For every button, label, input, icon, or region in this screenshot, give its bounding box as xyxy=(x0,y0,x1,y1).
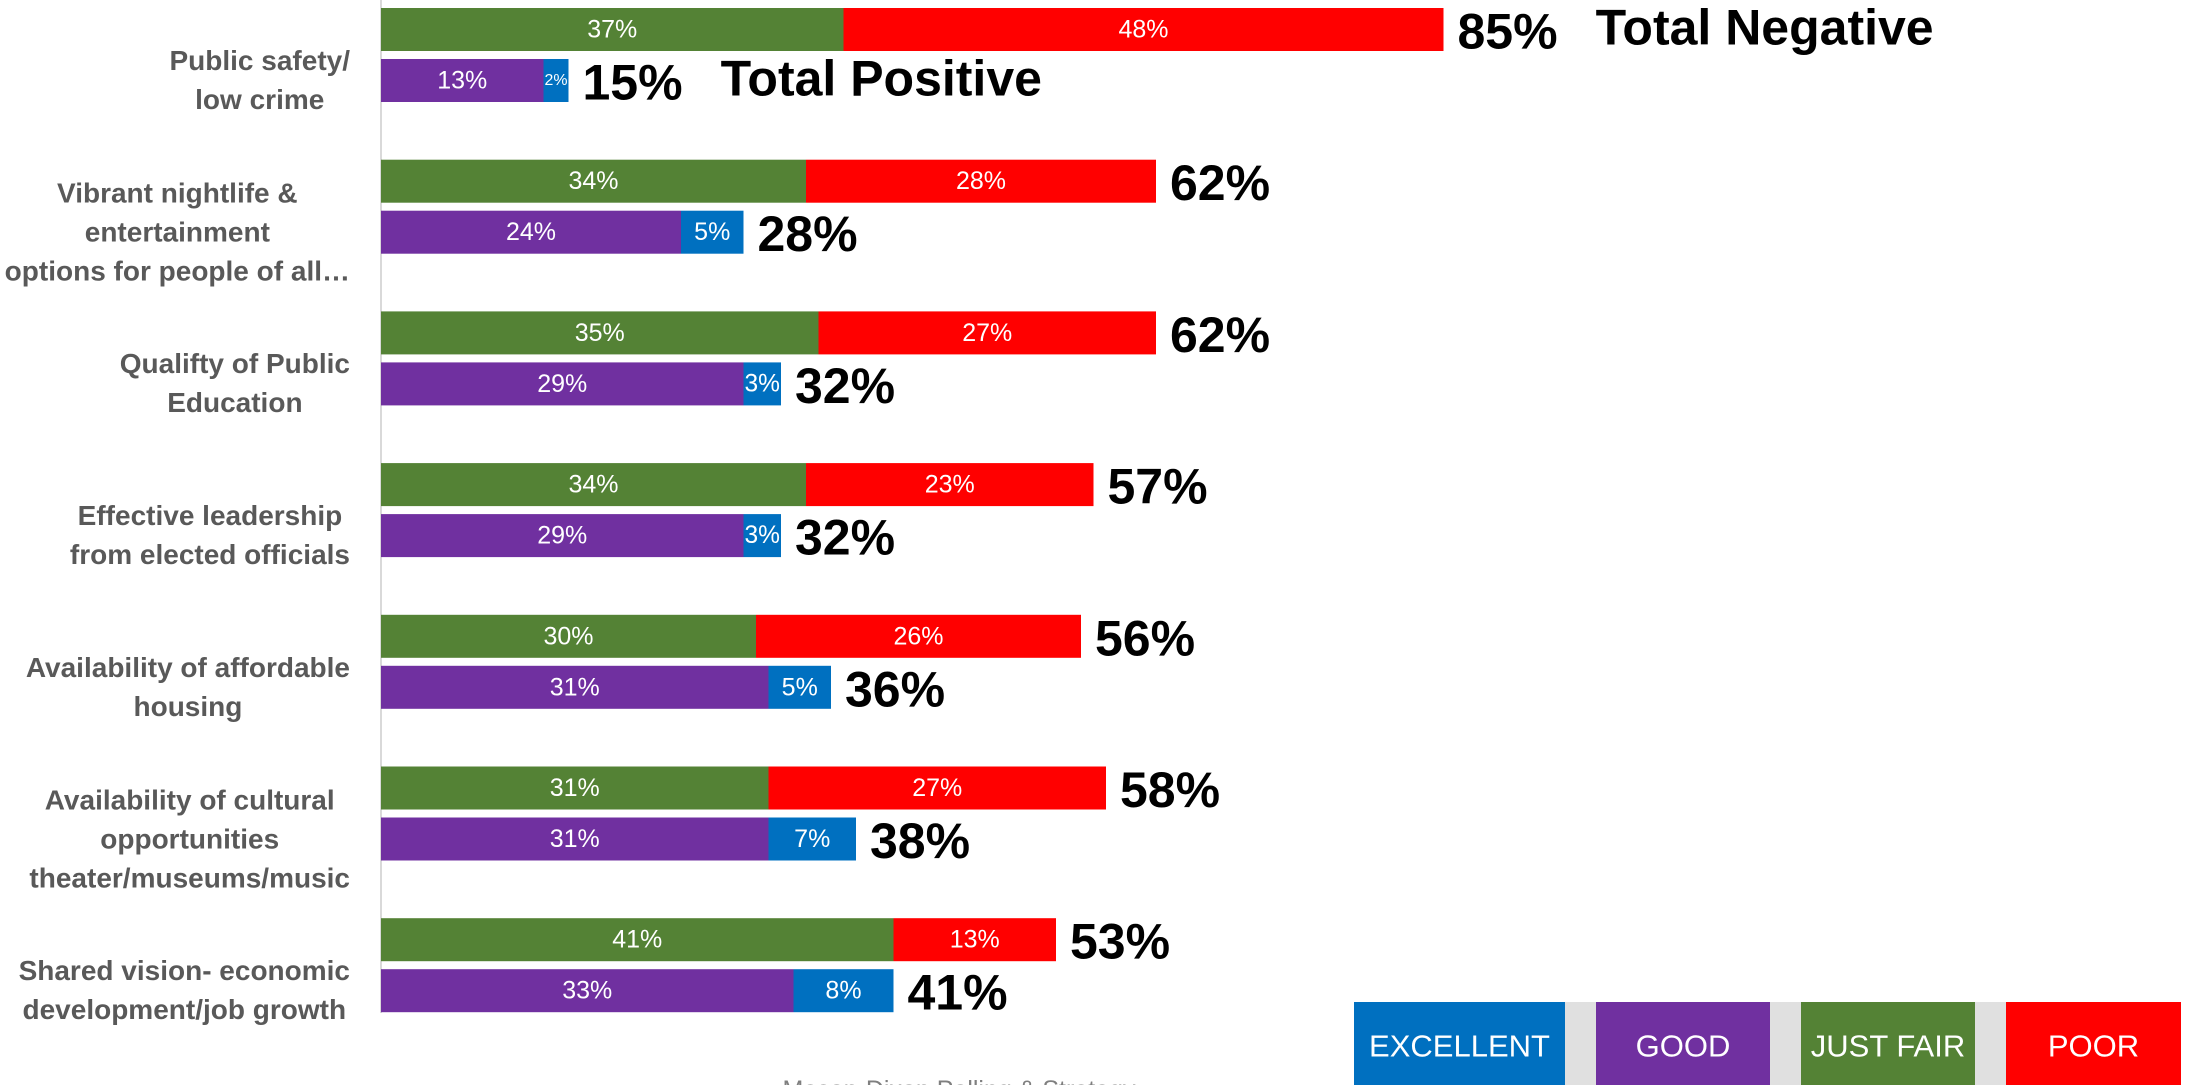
legend-swatch xyxy=(1801,1002,1975,1085)
segment-label: 29% xyxy=(537,370,587,398)
total-label: 85% xyxy=(1458,4,1558,60)
segment-label: 37% xyxy=(587,16,637,44)
bar-segment xyxy=(806,463,1094,507)
total-label: 62% xyxy=(1170,307,1270,363)
total-label: 53% xyxy=(1070,914,1170,970)
segment-label: 24% xyxy=(506,218,556,246)
segment-label: 41% xyxy=(612,926,662,954)
category-label: Availability of cultural opportunities t… xyxy=(29,784,350,893)
bar-segment xyxy=(381,766,769,810)
bar-segment xyxy=(381,969,794,1013)
segment-label: 2% xyxy=(545,72,568,89)
total-label: 58% xyxy=(1120,762,1220,818)
bar-segment xyxy=(843,8,1444,51)
segment-label: 29% xyxy=(537,522,587,550)
legend-label: JUST FAIR xyxy=(1811,1029,1965,1064)
total-label: 15% xyxy=(583,55,683,111)
bar-segment xyxy=(756,614,1081,658)
segment-label: 31% xyxy=(550,825,600,853)
segment-label: 23% xyxy=(925,471,975,499)
legend-swatch xyxy=(1354,1002,1565,1085)
segment-label: 34% xyxy=(568,167,618,195)
segment-label: 26% xyxy=(893,622,943,650)
total-name: Total Positive xyxy=(721,51,1042,107)
bar-segment xyxy=(743,514,781,558)
category-label: Vibrant nightlife & entertainment option… xyxy=(4,177,350,287)
bar-segment xyxy=(743,362,781,406)
segment-label: 30% xyxy=(543,622,593,650)
segment-label: 13% xyxy=(437,67,487,95)
bar-segment xyxy=(893,918,1056,962)
segment-label: 33% xyxy=(562,977,612,1005)
bar-segment xyxy=(381,362,744,406)
bar-segment xyxy=(543,59,569,102)
total-label: 36% xyxy=(845,661,945,717)
category-label: Availability of affordable housing xyxy=(25,651,350,722)
bar-segment xyxy=(381,159,806,203)
total-label: 28% xyxy=(758,206,858,262)
category-label: Qualifty of Public Education xyxy=(119,348,350,419)
bar-segment xyxy=(806,159,1156,203)
segment-label: 7% xyxy=(794,825,830,853)
segment-label: 31% xyxy=(550,673,600,701)
bar-segment xyxy=(681,210,744,254)
bar-segment xyxy=(818,311,1156,355)
segment-label: 28% xyxy=(956,167,1006,195)
total-label: 32% xyxy=(795,358,895,414)
category-label: Effective leadership from elected offici… xyxy=(69,500,350,571)
bar-segment xyxy=(793,969,894,1013)
total-label: 38% xyxy=(870,813,970,869)
total-label: 57% xyxy=(1108,459,1208,515)
segment-label: 34% xyxy=(568,471,618,499)
segment-label: 8% xyxy=(825,977,861,1005)
total-name: Total Negative xyxy=(1596,0,1934,56)
total-label: 62% xyxy=(1170,155,1270,211)
bar-segment xyxy=(381,8,844,51)
bar-segment xyxy=(381,514,744,558)
total-label: 56% xyxy=(1095,610,1195,666)
segment-label: 13% xyxy=(950,926,1000,954)
bar-segment xyxy=(381,614,756,658)
legend-label: POOR xyxy=(2048,1029,2139,1064)
legend-label: EXCELLENT xyxy=(1369,1029,1550,1064)
segment-label: 31% xyxy=(550,774,600,802)
bar-segment xyxy=(381,59,544,102)
bar-segment xyxy=(381,463,806,507)
bar-segment xyxy=(381,311,819,355)
segment-label: 27% xyxy=(962,319,1012,347)
segment-label: 48% xyxy=(1118,16,1168,44)
legend-swatch xyxy=(1596,1002,1770,1085)
bar-segment xyxy=(381,665,769,709)
segment-label: 3% xyxy=(745,522,780,549)
segment-label: 35% xyxy=(575,319,625,347)
segment-label: 5% xyxy=(694,218,730,246)
bar-segment xyxy=(768,766,1106,810)
category-label: Shared vision- economic development/job … xyxy=(18,955,350,1026)
total-label: 41% xyxy=(908,965,1008,1021)
bar-segment xyxy=(381,817,769,861)
bar-segment xyxy=(768,665,831,709)
total-label: 32% xyxy=(795,510,895,566)
legend-swatch xyxy=(2006,1002,2181,1085)
segment-label: 3% xyxy=(745,370,780,397)
bar-segment xyxy=(381,918,894,962)
bar-segment xyxy=(768,817,856,861)
segment-label: 5% xyxy=(782,673,818,701)
source: Mason-Dixon Polling & Strategy xyxy=(783,1076,1136,1085)
bar-segment xyxy=(381,210,681,254)
legend-label: GOOD xyxy=(1636,1029,1731,1064)
segment-label: 27% xyxy=(912,774,962,802)
category-label: Public safety/ low crime xyxy=(169,45,350,115)
